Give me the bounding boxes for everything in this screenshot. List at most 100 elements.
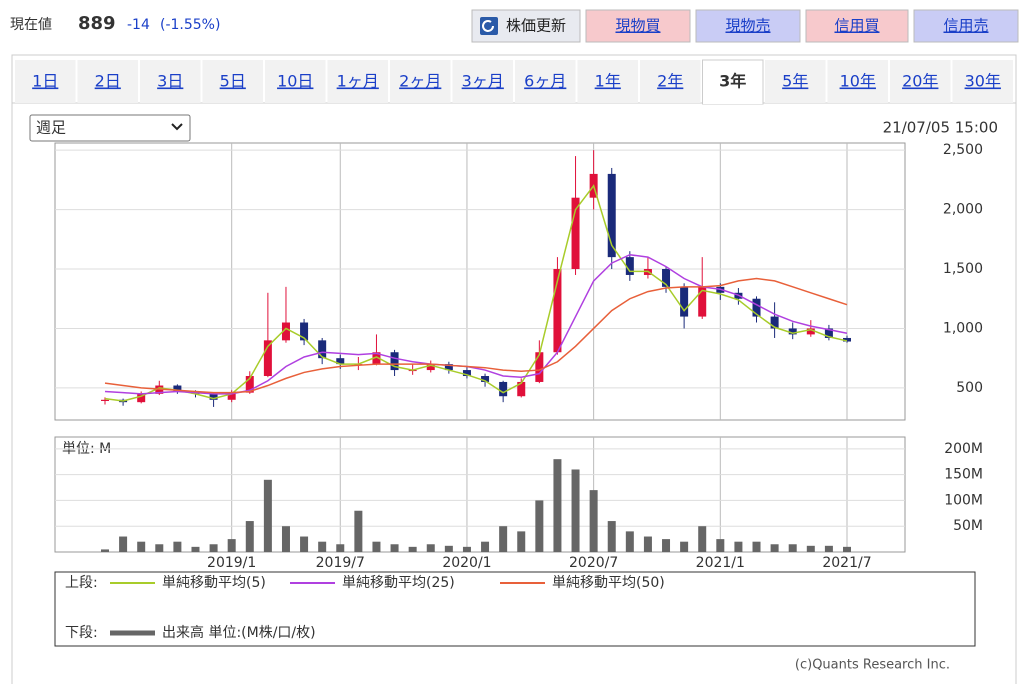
select-arrow xyxy=(171,123,183,131)
tab[interactable] xyxy=(827,60,889,103)
tab[interactable] xyxy=(15,60,76,103)
tab[interactable] xyxy=(702,59,764,105)
change: -14 xyxy=(127,17,150,33)
y-tick-label: 2,500 xyxy=(943,142,983,158)
tab-label: 5日 xyxy=(220,72,246,91)
period-select-text: 週足 xyxy=(36,119,66,137)
volume-bar xyxy=(553,459,562,552)
volume-bar xyxy=(517,531,526,552)
candle-body xyxy=(227,392,236,400)
candle-body xyxy=(662,269,671,287)
tab-label: 30年 xyxy=(965,72,1001,91)
tab-label: 3日 xyxy=(157,72,183,91)
candle-body xyxy=(571,197,580,270)
tab[interactable] xyxy=(890,60,951,103)
y-tick-label: 50M xyxy=(953,518,983,534)
tab[interactable] xyxy=(640,60,701,103)
tab[interactable] xyxy=(765,60,826,103)
volume-bar xyxy=(281,526,290,552)
volume-bar xyxy=(390,544,399,552)
candle-body xyxy=(444,364,453,371)
volume-bar xyxy=(824,545,833,552)
candle-body xyxy=(843,337,851,342)
button[interactable] xyxy=(805,9,909,43)
volume-bar xyxy=(227,539,236,552)
legend-label: 出来高 単位:(M株/口/枚) xyxy=(162,624,316,641)
volume-bar xyxy=(843,546,851,552)
candle-body xyxy=(553,269,562,353)
legend-box xyxy=(54,571,976,647)
timestamp: 21/07/05 15:00 xyxy=(883,119,998,137)
candle-body xyxy=(806,328,815,335)
tab[interactable] xyxy=(390,60,451,103)
volume-bar xyxy=(752,541,761,552)
candle-body xyxy=(372,352,381,365)
button[interactable] xyxy=(585,9,691,43)
tab[interactable] xyxy=(577,60,639,103)
button-label: 現物買 xyxy=(615,17,660,35)
x-tick-label: 2020/1 xyxy=(442,555,491,571)
candle-body xyxy=(462,370,471,377)
legend-label: 単純移動平均(5) xyxy=(162,575,266,591)
button[interactable] xyxy=(695,9,801,43)
volume-bar xyxy=(173,541,182,552)
x-tick-label: 2021/7 xyxy=(822,555,871,571)
volume-bar xyxy=(354,510,363,552)
volume-bar xyxy=(462,546,471,552)
x-tick-label: 2019/7 xyxy=(316,555,365,571)
volume-bar xyxy=(481,541,490,552)
tab-label: 6ヶ月 xyxy=(524,72,566,91)
button-label: 信用買 xyxy=(834,17,879,35)
y-tick-label: 100M xyxy=(944,492,983,508)
tab-label: 1ヶ月 xyxy=(337,72,379,91)
volume-bar xyxy=(245,521,254,552)
legend-label: 単純移動平均(50) xyxy=(552,575,665,591)
volume-bar xyxy=(734,541,743,552)
x-tick-label: 2019/1 xyxy=(207,555,256,571)
candle-body xyxy=(752,298,761,317)
tab[interactable] xyxy=(952,60,1014,103)
candle-body xyxy=(336,358,345,365)
price-label: 現在値 xyxy=(10,17,52,33)
tab-label: 1年 xyxy=(595,72,621,91)
volume-bar xyxy=(426,544,435,552)
volume-bar xyxy=(607,521,616,552)
candle-body xyxy=(263,340,272,377)
candle-body xyxy=(698,286,707,317)
tab[interactable] xyxy=(515,60,576,103)
volume-bar xyxy=(372,541,381,552)
tab-label: 20年 xyxy=(902,72,938,91)
legend-lower: 下段: xyxy=(65,625,98,641)
volume-bar xyxy=(698,526,707,552)
tab-label: 3年 xyxy=(719,72,746,91)
refresh-glyph xyxy=(482,20,494,32)
volume-plot xyxy=(54,436,906,553)
button[interactable] xyxy=(913,9,1019,43)
price-plot xyxy=(54,142,906,421)
copyright: (c)Quants Research Inc. xyxy=(795,658,950,673)
volume-bar xyxy=(716,539,725,552)
volume-bar xyxy=(191,546,200,552)
candle-body xyxy=(245,376,254,393)
tab[interactable] xyxy=(202,60,264,103)
x-tick-label: 2020/7 xyxy=(569,555,618,571)
candle-body xyxy=(481,376,490,382)
tab[interactable] xyxy=(140,60,201,103)
volume-bar xyxy=(263,479,272,552)
tab[interactable] xyxy=(452,60,514,103)
period-select[interactable] xyxy=(29,114,191,142)
candle-body xyxy=(173,385,182,392)
candle-body xyxy=(535,352,544,382)
candle-body xyxy=(625,257,634,275)
tab-label: 2日 xyxy=(95,72,121,91)
tab[interactable] xyxy=(327,60,389,103)
ma-line xyxy=(104,184,848,402)
legend-label: 単純移動平均(25) xyxy=(342,575,455,591)
volume-bar xyxy=(571,469,580,552)
volume-bar xyxy=(336,544,345,552)
tab[interactable] xyxy=(265,60,326,103)
volume-bar xyxy=(101,549,109,552)
candle-body xyxy=(390,352,399,371)
tab[interactable] xyxy=(77,60,139,103)
panel xyxy=(11,54,1017,684)
